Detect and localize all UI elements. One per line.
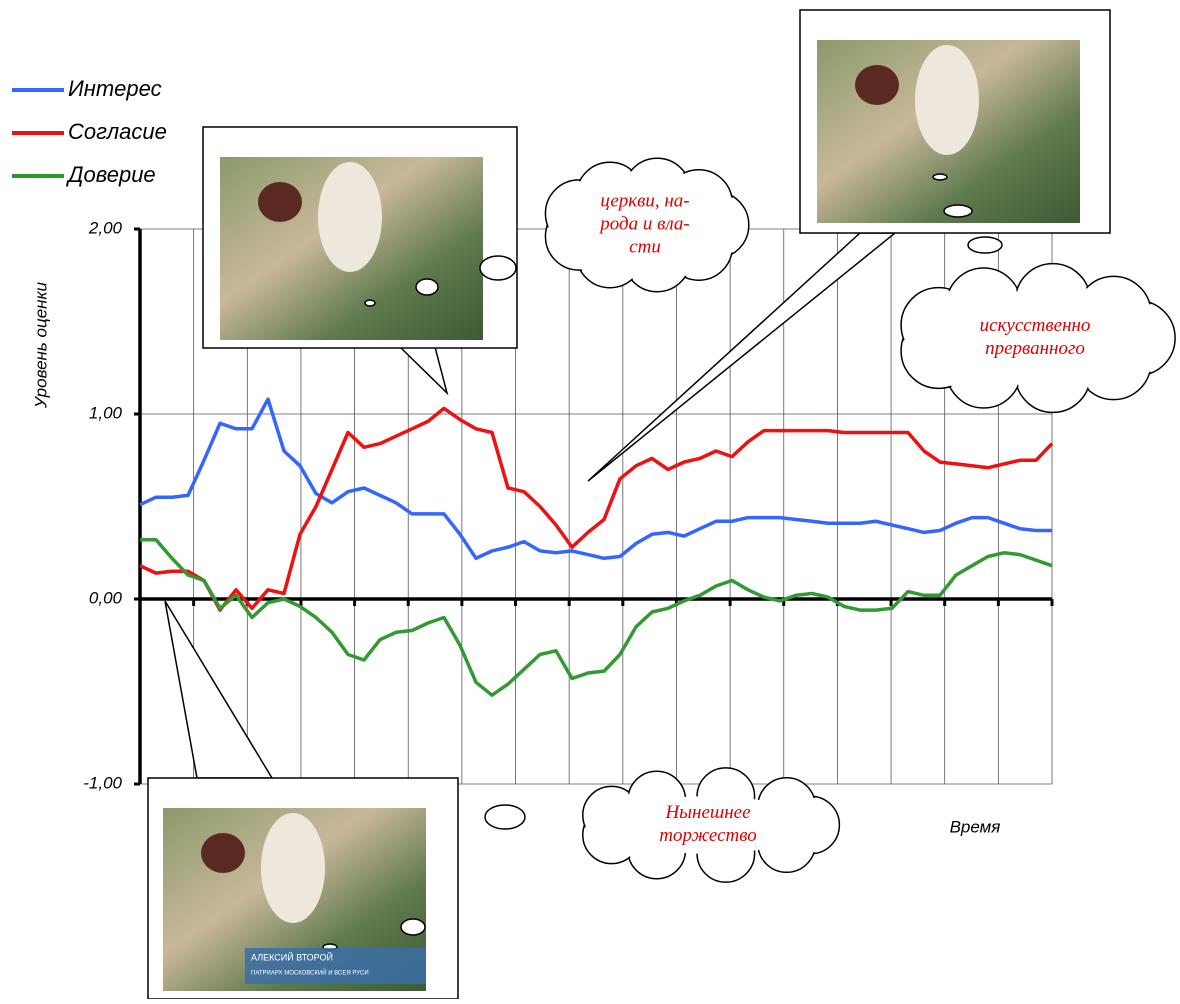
y-tick-label: 1,00: [89, 403, 123, 422]
legend-label: Интерес: [68, 76, 162, 101]
photo-figure: [855, 65, 899, 105]
series-lines: [139, 397, 1054, 697]
annotation-text: прерванного: [985, 338, 1085, 359]
annotation-text: торжество: [659, 825, 757, 846]
cloud-fill: [574, 191, 716, 259]
oval: [967, 236, 1003, 254]
photo-figure: [915, 45, 979, 155]
photo-figure: [201, 833, 245, 873]
photo-caption: АЛЕКСИЙ ВТОРОЙ: [251, 951, 333, 962]
oval: [479, 255, 517, 281]
annotation-text: Нынешнее: [664, 802, 750, 823]
photo-figure: [261, 813, 325, 923]
oval: [415, 278, 439, 296]
oval: [943, 204, 973, 218]
callout-tail: [164, 600, 274, 779]
x-axis-label: Время: [950, 817, 1001, 836]
series-line: [139, 397, 1052, 561]
annotation-text: рода и вла-: [598, 213, 689, 234]
annotation-text: церкви, на-: [600, 190, 689, 211]
cloud: [582, 767, 841, 883]
y-tick-label: -1,00: [83, 773, 122, 792]
y-tick-label: 2,00: [88, 218, 123, 237]
y-axis-label: Уровень оценки: [31, 281, 50, 409]
series-line: [140, 538, 1053, 697]
cloud-fill: [932, 300, 1138, 376]
photo-figure: [258, 182, 302, 222]
caption-band: [245, 948, 426, 984]
cloud: [544, 157, 750, 293]
y-tick-label: 0,00: [89, 588, 123, 607]
oval: [932, 173, 948, 181]
callouts: АЛЕКСИЙ ВТОРОЙ ПАТРИАРХ МОСКОВСКИЙ И ВСЕЯ…: [147, 9, 1176, 1000]
legend-label: Доверие: [65, 162, 156, 187]
callout-tail: [398, 346, 449, 396]
annotation-text: искусственно: [980, 315, 1091, 336]
photo-figure: [318, 162, 382, 272]
oval: [400, 918, 426, 936]
oval: [364, 299, 376, 307]
cloud-fill: [605, 796, 811, 854]
annotation-text: сти: [629, 236, 661, 257]
series-line: [139, 406, 1054, 612]
cloud: [900, 262, 1176, 414]
photo-caption: ПАТРИАРХ МОСКОВСКИЙ И ВСЕЯ РУСИ: [251, 969, 369, 977]
oval: [484, 804, 526, 830]
legend-label: Согласие: [68, 119, 167, 144]
